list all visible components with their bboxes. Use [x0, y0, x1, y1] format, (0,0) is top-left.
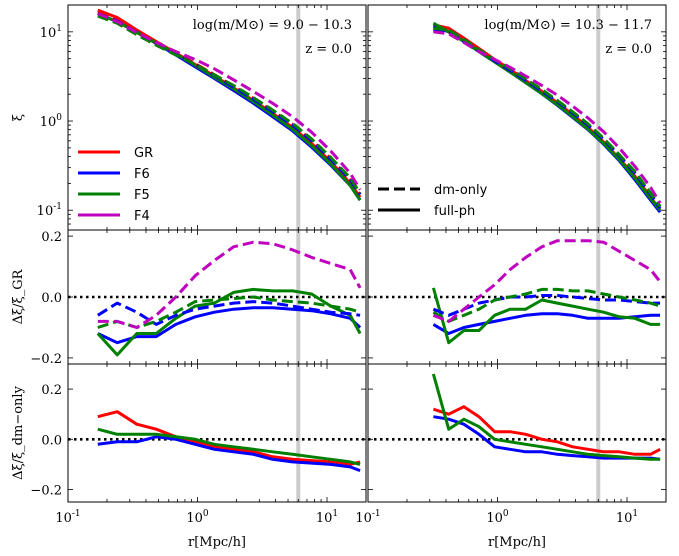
y-tick-label: 0.0	[41, 433, 62, 448]
legend-label-f5: F5	[134, 188, 150, 203]
x-tick-label: 10-1	[355, 509, 380, 526]
plot-area	[368, 230, 666, 364]
y-tick-label: 100	[40, 113, 63, 130]
mass-range-annotation: log(m/M⊙) = 10.3 − 11.7	[484, 18, 652, 33]
y-axis-title-row1: Δξ/ξ_GR	[11, 268, 26, 324]
series-f5-dm-only	[97, 295, 361, 329]
panel-r2-c1: 10-1 100 101	[355, 363, 667, 526]
series-f6-full-ph	[97, 435, 361, 473]
y-tick-label: 0.2	[41, 230, 62, 245]
series-f5-dm-only	[433, 26, 662, 208]
series-f4-dm-only	[97, 12, 362, 191]
legend-label-gr: GR	[134, 146, 153, 161]
legend-label-f4: F4	[134, 209, 150, 224]
series-f5-full-ph	[97, 427, 361, 466]
y-tick-label: 0.2	[41, 383, 62, 398]
series-f5-full-ph	[431, 373, 661, 461]
y-axis-title-row0: ξ	[11, 114, 26, 121]
y-tick-label: −0.2	[30, 483, 62, 498]
panel-r1-c1	[367, 229, 667, 365]
series-f5-dm-only	[432, 287, 661, 323]
series-f6-full-ph	[97, 306, 362, 345]
series-gr-full-ph	[97, 410, 361, 466]
legend-styles: dm-only full-ph	[378, 183, 488, 219]
x-tick-label: 100	[486, 509, 509, 526]
series-f6-dm-only	[432, 294, 661, 317]
series-gr-full-ph	[432, 405, 661, 456]
series-f4-dm-only	[433, 30, 662, 204]
panel-frame	[367, 363, 667, 503]
plot-area	[68, 230, 366, 364]
y-tick-label: 101	[40, 24, 62, 41]
series-f6-dm-only	[97, 300, 361, 326]
series-f5-full-ph	[431, 287, 661, 345]
plot-area	[432, 5, 662, 230]
series-f5-dm-only	[97, 14, 362, 195]
panel-r1-c0: −0.2 0.0 0.2	[30, 229, 367, 367]
x-axis-title: r[Mpc/h]	[188, 535, 246, 550]
x-tick-label: 10-1	[55, 509, 80, 526]
plot-area	[68, 364, 366, 502]
legend-label-f6: F6	[134, 167, 150, 182]
x-tick-label: 101	[316, 509, 338, 526]
panel-r0-c1: log(m/M⊙) = 10.3 − 11.7 z = 0.0	[367, 4, 667, 231]
x-tick-label: 101	[616, 509, 638, 526]
panel-r0-c0: 10-1 100 101 log(m/M⊙) = 9.0 − 10.3 z = 0.0	[37, 4, 367, 231]
plot-area	[97, 5, 362, 230]
series-f4-dm-only	[432, 239, 662, 323]
y-tick-label: 10-1	[37, 202, 62, 219]
series-f5-full-ph	[96, 287, 362, 357]
panel-frame	[367, 4, 667, 231]
panel-r2-c0: −0.2 0.0 0.2 10-1 100 101	[30, 363, 367, 526]
x-tick-label: 100	[186, 509, 209, 526]
y-axis-title-row2: Δξ/ξ_dm−only	[11, 385, 26, 479]
panel-frame	[67, 363, 367, 503]
x-axis-title: r[Mpc/h]	[488, 535, 546, 550]
mass-range-annotation: log(m/M⊙) = 9.0 − 10.3	[193, 18, 352, 33]
series-f4-dm-only	[97, 240, 362, 329]
y-tick-label: 0.0	[41, 291, 62, 306]
legend-label-dm-only: dm-only	[434, 183, 488, 198]
legend-label-full-ph: full-ph	[434, 204, 475, 219]
redshift-annotation: z = 0.0	[305, 42, 352, 57]
plot-area	[368, 364, 666, 502]
panel-frame	[67, 4, 367, 231]
legend-models: GR F6 F5 F4	[78, 146, 153, 224]
redshift-annotation: z = 0.0	[605, 42, 652, 57]
y-tick-label: −0.2	[30, 352, 62, 367]
